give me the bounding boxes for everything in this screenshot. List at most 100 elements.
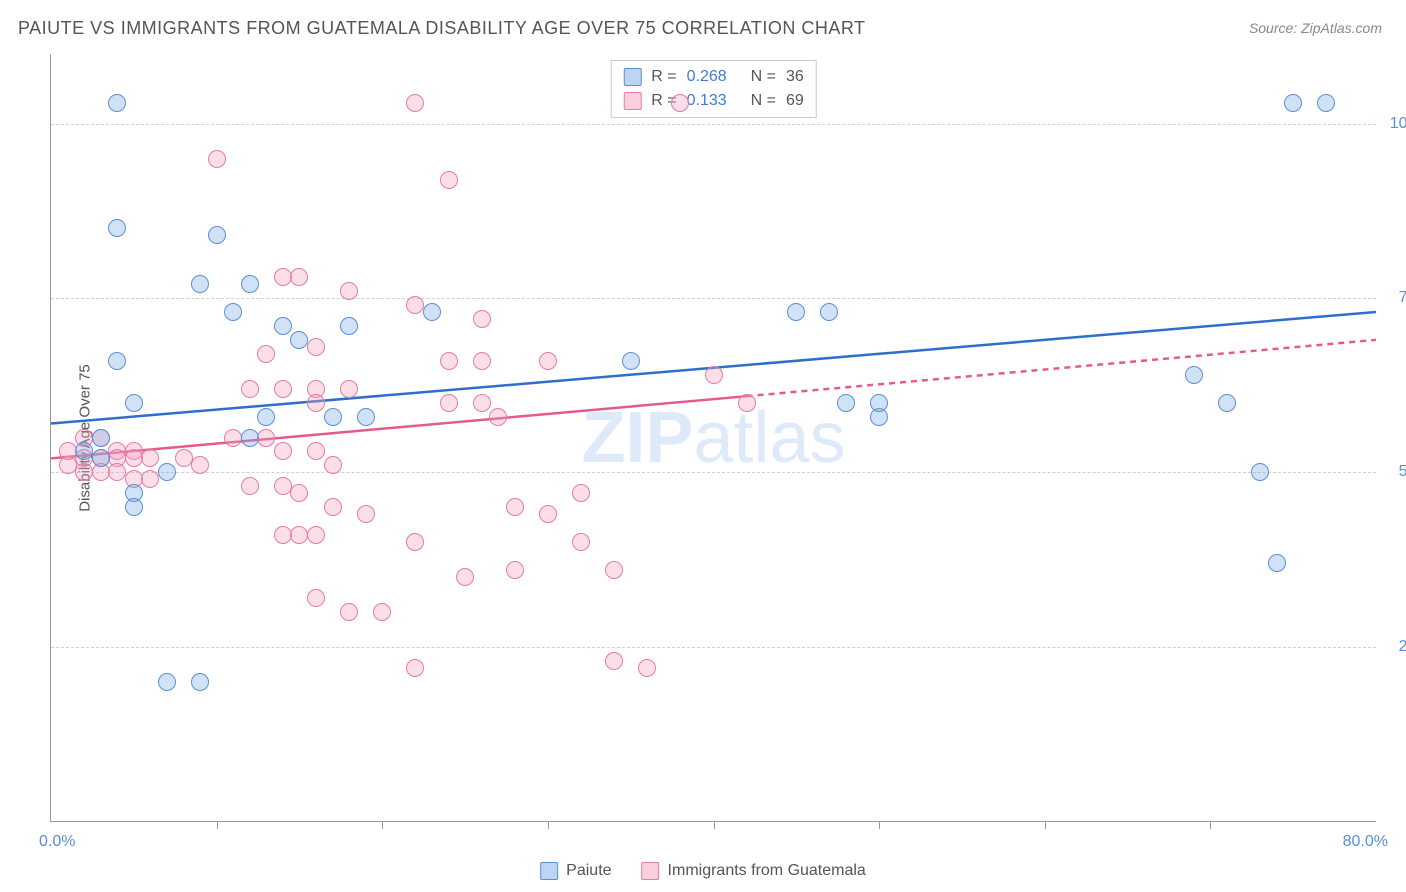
data-point bbox=[705, 366, 723, 384]
data-point bbox=[324, 456, 342, 474]
swatch-blue-icon bbox=[623, 68, 641, 86]
data-point bbox=[224, 303, 242, 321]
x-tick bbox=[1210, 821, 1211, 829]
n-label: N = bbox=[751, 89, 776, 113]
data-point bbox=[820, 303, 838, 321]
swatch-pink-icon bbox=[642, 862, 660, 880]
data-point bbox=[406, 94, 424, 112]
data-point bbox=[274, 317, 292, 335]
data-point bbox=[440, 171, 458, 189]
swatch-blue-icon bbox=[540, 862, 558, 880]
data-point bbox=[208, 150, 226, 168]
stats-legend: R = 0.268 N = 36 R = 0.133 N = 69 bbox=[610, 60, 816, 118]
data-point bbox=[274, 477, 292, 495]
data-point bbox=[406, 533, 424, 551]
data-point bbox=[324, 408, 342, 426]
data-point bbox=[340, 317, 358, 335]
data-point bbox=[274, 526, 292, 544]
data-point bbox=[423, 303, 441, 321]
data-point bbox=[340, 380, 358, 398]
data-point bbox=[158, 463, 176, 481]
data-point bbox=[307, 442, 325, 460]
data-point bbox=[870, 394, 888, 412]
data-point bbox=[605, 561, 623, 579]
data-point bbox=[75, 442, 93, 460]
r-label: R = bbox=[651, 65, 676, 89]
watermark-bold: ZIP bbox=[581, 398, 693, 478]
data-point bbox=[473, 310, 491, 328]
x-tick bbox=[1045, 821, 1046, 829]
plot-area: Disability Age Over 75 ZIPatlas R = 0.26… bbox=[50, 54, 1376, 822]
n-label: N = bbox=[751, 65, 776, 89]
data-point bbox=[539, 505, 557, 523]
data-point bbox=[357, 408, 375, 426]
x-tick bbox=[714, 821, 715, 829]
data-point bbox=[1268, 554, 1286, 572]
data-point bbox=[473, 394, 491, 412]
data-point bbox=[506, 561, 524, 579]
data-point bbox=[290, 268, 308, 286]
data-point bbox=[324, 498, 342, 516]
data-point bbox=[241, 477, 259, 495]
stats-row-paiute: R = 0.268 N = 36 bbox=[623, 65, 803, 89]
data-point bbox=[175, 449, 193, 467]
data-point bbox=[1251, 463, 1269, 481]
data-point bbox=[241, 275, 259, 293]
data-point bbox=[241, 380, 259, 398]
data-point bbox=[274, 380, 292, 398]
data-point bbox=[208, 226, 226, 244]
data-point bbox=[671, 94, 689, 112]
data-point bbox=[290, 484, 308, 502]
data-point bbox=[257, 345, 275, 363]
data-point bbox=[1185, 366, 1203, 384]
x-tick bbox=[548, 821, 549, 829]
data-point bbox=[440, 352, 458, 370]
data-point bbox=[837, 394, 855, 412]
data-point bbox=[307, 338, 325, 356]
x-tick bbox=[382, 821, 383, 829]
n-value-guatemala: 69 bbox=[786, 89, 804, 113]
r-value-paiute: 0.268 bbox=[687, 65, 741, 89]
r-value-guatemala: 0.133 bbox=[687, 89, 741, 113]
bottom-legend: Paiute Immigrants from Guatemala bbox=[540, 862, 866, 880]
source-attribution: Source: ZipAtlas.com bbox=[1249, 20, 1382, 36]
data-point bbox=[75, 463, 93, 481]
data-point bbox=[191, 456, 209, 474]
y-tick-label: 75.0% bbox=[1384, 289, 1406, 307]
data-point bbox=[241, 429, 259, 447]
legend-label-paiute: Paiute bbox=[566, 862, 611, 880]
legend-label-guatemala: Immigrants from Guatemala bbox=[668, 862, 866, 880]
data-point bbox=[257, 429, 275, 447]
data-point bbox=[456, 568, 474, 586]
data-point bbox=[605, 652, 623, 670]
data-point bbox=[191, 673, 209, 691]
data-point bbox=[307, 394, 325, 412]
data-point bbox=[1284, 94, 1302, 112]
data-point bbox=[638, 659, 656, 677]
data-point bbox=[539, 352, 557, 370]
data-point bbox=[274, 268, 292, 286]
n-value-paiute: 36 bbox=[786, 65, 804, 89]
data-point bbox=[622, 352, 640, 370]
data-point bbox=[406, 659, 424, 677]
legend-item-guatemala: Immigrants from Guatemala bbox=[642, 862, 866, 880]
data-point bbox=[1317, 94, 1335, 112]
data-point bbox=[473, 352, 491, 370]
x-min-label: 0.0% bbox=[39, 833, 75, 851]
data-point bbox=[141, 449, 159, 467]
gridline bbox=[51, 298, 1376, 299]
data-point bbox=[738, 394, 756, 412]
gridline bbox=[51, 124, 1376, 125]
data-point bbox=[141, 470, 159, 488]
data-point bbox=[125, 394, 143, 412]
stats-row-guatemala: R = 0.133 N = 69 bbox=[623, 89, 803, 113]
data-point bbox=[158, 673, 176, 691]
data-point bbox=[108, 94, 126, 112]
x-tick bbox=[217, 821, 218, 829]
gridline bbox=[51, 647, 1376, 648]
watermark: ZIPatlas bbox=[581, 397, 845, 479]
data-point bbox=[406, 296, 424, 314]
data-point bbox=[357, 505, 375, 523]
x-max-label: 80.0% bbox=[1343, 833, 1388, 851]
x-tick bbox=[879, 821, 880, 829]
